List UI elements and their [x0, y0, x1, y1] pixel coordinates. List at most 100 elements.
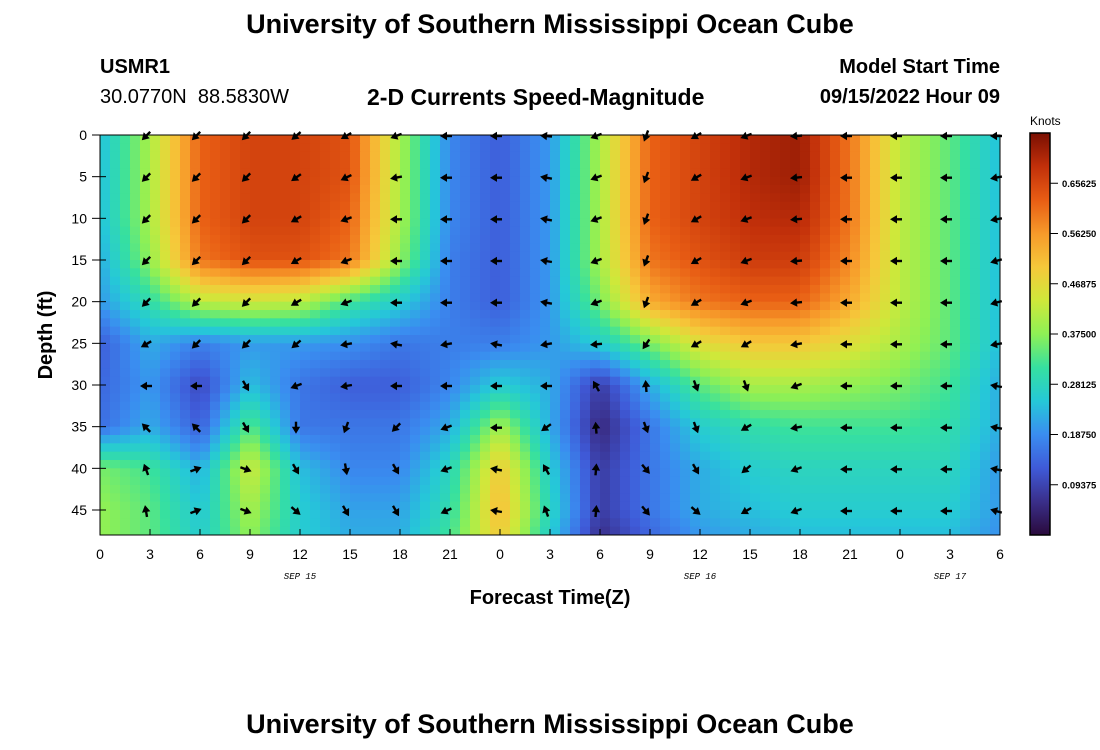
heatmap-cell	[600, 301, 611, 311]
heatmap-cell	[610, 451, 621, 461]
heatmap-cell	[690, 526, 701, 535]
heatmap-cell	[400, 226, 411, 236]
heatmap-cell	[710, 335, 721, 344]
heatmap-cell	[280, 485, 291, 494]
heatmap-cell	[240, 443, 251, 453]
heatmap-cell	[780, 351, 791, 361]
heatmap-cell	[970, 201, 981, 211]
heatmap-cell	[630, 376, 641, 386]
heatmap-cell	[490, 285, 501, 294]
heatmap-cell	[510, 443, 521, 453]
heatmap-cell	[280, 326, 291, 336]
heatmap-cell	[940, 435, 951, 444]
heatmap-cell	[290, 501, 301, 511]
heatmap-cell	[330, 485, 341, 494]
heatmap-cell	[950, 168, 961, 178]
heatmap-cell	[840, 451, 851, 461]
heatmap-cell	[360, 251, 371, 261]
heatmap-cell	[970, 268, 981, 278]
heatmap-cell	[790, 485, 801, 494]
heatmap-cell	[470, 418, 481, 428]
heatmap-cell	[140, 376, 151, 386]
heatmap-cell	[790, 518, 801, 528]
heatmap-cell	[500, 335, 511, 344]
heatmap-cell	[380, 351, 391, 361]
heatmap-cell	[110, 451, 121, 461]
heatmap-cell	[630, 451, 641, 461]
heatmap-cell	[570, 410, 581, 419]
heatmap-cell	[280, 310, 291, 319]
heatmap-cell	[420, 393, 431, 403]
heatmap-cell	[680, 476, 691, 486]
heatmap-cell	[770, 418, 781, 428]
heatmap-cell	[590, 318, 601, 328]
heatmap-cell	[400, 168, 411, 178]
heatmap-cell	[520, 360, 531, 369]
heatmap-cell	[730, 143, 741, 153]
heatmap-cell	[480, 285, 491, 294]
heatmap-cell	[430, 285, 441, 294]
heatmap-cell	[840, 376, 851, 386]
heatmap-cell	[300, 476, 311, 486]
heatmap-cell	[980, 301, 991, 311]
heatmap-cell	[960, 135, 971, 144]
heatmap-cell	[450, 168, 461, 178]
heatmap-cell	[400, 243, 411, 253]
heatmap-cell	[470, 226, 481, 236]
heatmap-cell	[290, 518, 301, 528]
heatmap-cell	[630, 301, 641, 311]
heatmap-cell	[160, 318, 171, 328]
heatmap-cell	[410, 335, 421, 344]
heatmap-cell	[350, 393, 361, 403]
heatmap-cell	[130, 243, 141, 253]
heatmap-cell	[710, 293, 721, 303]
heatmap-cell	[530, 151, 541, 161]
current-vector	[890, 298, 902, 307]
heatmap-cell	[410, 268, 421, 278]
heatmap-cell	[100, 168, 111, 178]
heatmap-cell	[610, 293, 621, 303]
heatmap-cell	[940, 485, 951, 494]
heatmap-cell	[970, 468, 981, 478]
heatmap-cell	[580, 318, 591, 328]
heatmap-cell	[520, 460, 531, 469]
heatmap-cell	[720, 368, 731, 378]
heatmap-cell	[580, 210, 591, 219]
current-vector	[940, 173, 952, 182]
heatmap-cell	[860, 176, 871, 186]
heatmap-cell	[380, 135, 391, 144]
heatmap-cell	[910, 268, 921, 278]
heatmap-cell	[470, 510, 481, 519]
heatmap-cell	[690, 351, 701, 361]
heatmap-cell	[750, 135, 761, 144]
heatmap-cell	[690, 485, 701, 494]
heatmap-cell	[550, 218, 561, 228]
heatmap-cell	[150, 518, 161, 528]
heatmap-cell	[420, 443, 431, 453]
heatmap-cell	[540, 276, 551, 286]
heatmap-cell	[170, 293, 181, 303]
heatmap-cell	[820, 401, 831, 411]
heatmap-cell	[390, 168, 401, 178]
heatmap-cell	[130, 426, 141, 436]
heatmap-cell	[430, 160, 441, 169]
heatmap-cell	[990, 210, 1000, 219]
heatmap-cell	[900, 318, 911, 328]
heatmap-cell	[650, 376, 661, 386]
heatmap-cell	[450, 443, 461, 453]
heatmap-cell	[610, 401, 621, 411]
heatmap-cell	[460, 318, 471, 328]
heatmap-cell	[270, 251, 281, 261]
heatmap-cell	[540, 435, 551, 444]
current-vector	[890, 465, 902, 474]
heatmap-cell	[640, 368, 651, 378]
heatmap-cell	[400, 143, 411, 153]
heatmap-cell	[570, 510, 581, 519]
heatmap-cell	[810, 160, 821, 169]
heatmap-cell	[560, 160, 571, 169]
heatmap-cell	[400, 335, 411, 344]
heatmap-cell	[520, 335, 531, 344]
heatmap-cell	[740, 185, 751, 194]
heatmap-cell	[450, 301, 461, 311]
heatmap-cell	[890, 476, 901, 486]
